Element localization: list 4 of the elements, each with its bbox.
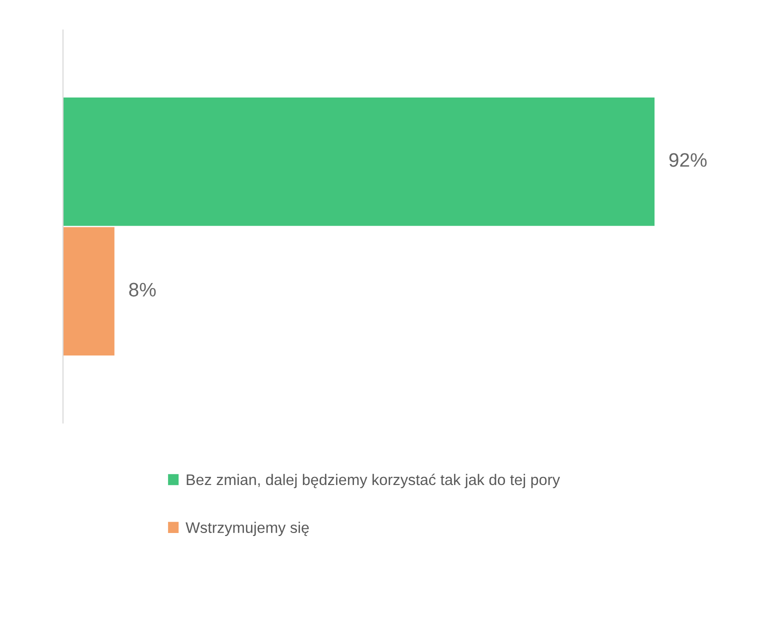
data-label: 8% [129,282,156,297]
legend-label: Bez zmian, dalej będziemy korzystać tak jak do tej pory [186,474,560,488]
legend-label: Wstrzymujemy się [186,522,309,536]
data-label: 92% [669,153,707,167]
